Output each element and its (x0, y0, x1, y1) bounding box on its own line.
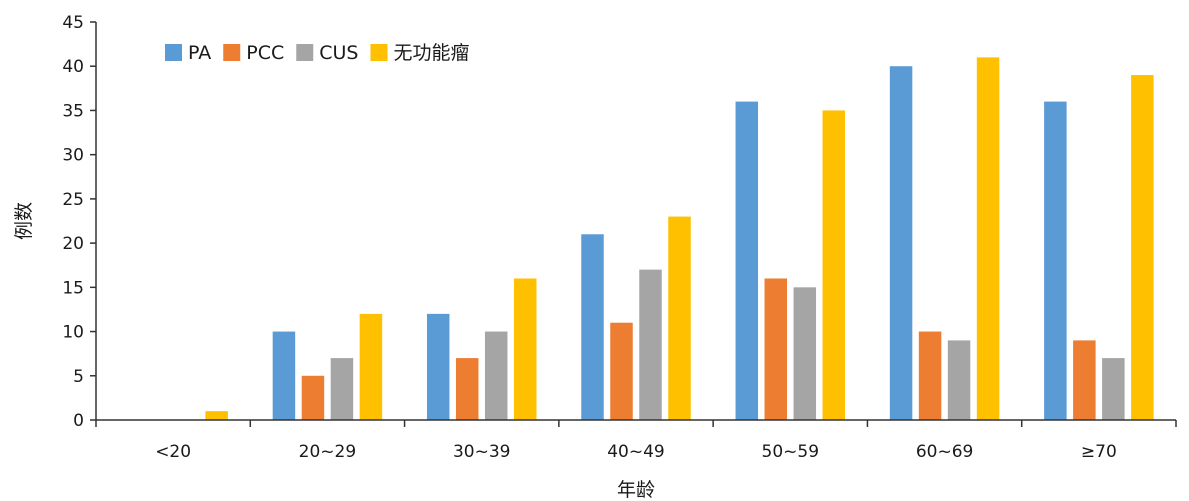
y-tick-label: 35 (62, 101, 84, 121)
legend: PA PCC CUS 无功能瘤 (165, 42, 470, 64)
bar (764, 278, 788, 420)
legend-swatch (296, 44, 314, 61)
x-tick-label: 50~59 (762, 442, 820, 462)
bar (1073, 340, 1096, 420)
legend-label: CUS (319, 42, 358, 64)
bar (1102, 358, 1125, 420)
bar (735, 101, 759, 420)
bar (1044, 101, 1067, 420)
legend-swatch (223, 44, 241, 61)
x-tick-label: 30~39 (453, 442, 511, 462)
legend-swatch (165, 44, 182, 61)
y-tick-label: 5 (73, 367, 84, 387)
bar (668, 216, 691, 420)
y-tick-label: 30 (62, 146, 84, 166)
y-tick-label: 10 (62, 323, 84, 343)
x-tick-label: 20~29 (299, 442, 357, 462)
bar (1131, 75, 1154, 421)
bar (359, 313, 383, 420)
x-tick-label: 40~49 (607, 442, 665, 462)
bar (205, 411, 228, 420)
bar (581, 234, 604, 420)
bar (455, 358, 479, 420)
bar (889, 66, 913, 420)
y-axis-ticks: 0 5 10 15 20 25 30 35 40 45 (62, 13, 96, 431)
bar (330, 358, 354, 420)
bar (513, 278, 537, 420)
x-tick-label: ≥70 (1081, 442, 1117, 462)
bar (976, 57, 1000, 420)
bar (918, 331, 942, 420)
bars (205, 57, 1154, 421)
y-tick-label: 40 (62, 57, 84, 77)
y-tick-label: 25 (62, 190, 84, 210)
y-tick-label: 20 (62, 234, 84, 254)
bar (947, 340, 971, 420)
y-tick-label: 45 (62, 13, 84, 33)
y-tick-label: 15 (62, 278, 84, 298)
bar (301, 375, 325, 420)
bar (426, 313, 450, 420)
x-tick-label: <20 (155, 442, 191, 462)
bar (639, 269, 662, 420)
x-tick-label: 60~69 (916, 442, 974, 462)
legend-label: 无功能瘤 (393, 42, 469, 64)
y-tick-label: 0 (73, 411, 84, 431)
bar (484, 331, 508, 420)
bar (610, 322, 633, 420)
legend-label: PA (188, 42, 211, 64)
bar (272, 331, 296, 420)
y-axis-title: 例数 (13, 202, 35, 240)
x-axis-title: 年龄 (617, 479, 655, 501)
legend-label: PCC (246, 42, 284, 64)
legend-swatch (370, 44, 388, 61)
x-axis-ticks: <20 20~29 30~39 40~49 50~59 60~69 ≥70 (95, 420, 1177, 462)
bar (822, 110, 846, 420)
bar (793, 287, 817, 420)
